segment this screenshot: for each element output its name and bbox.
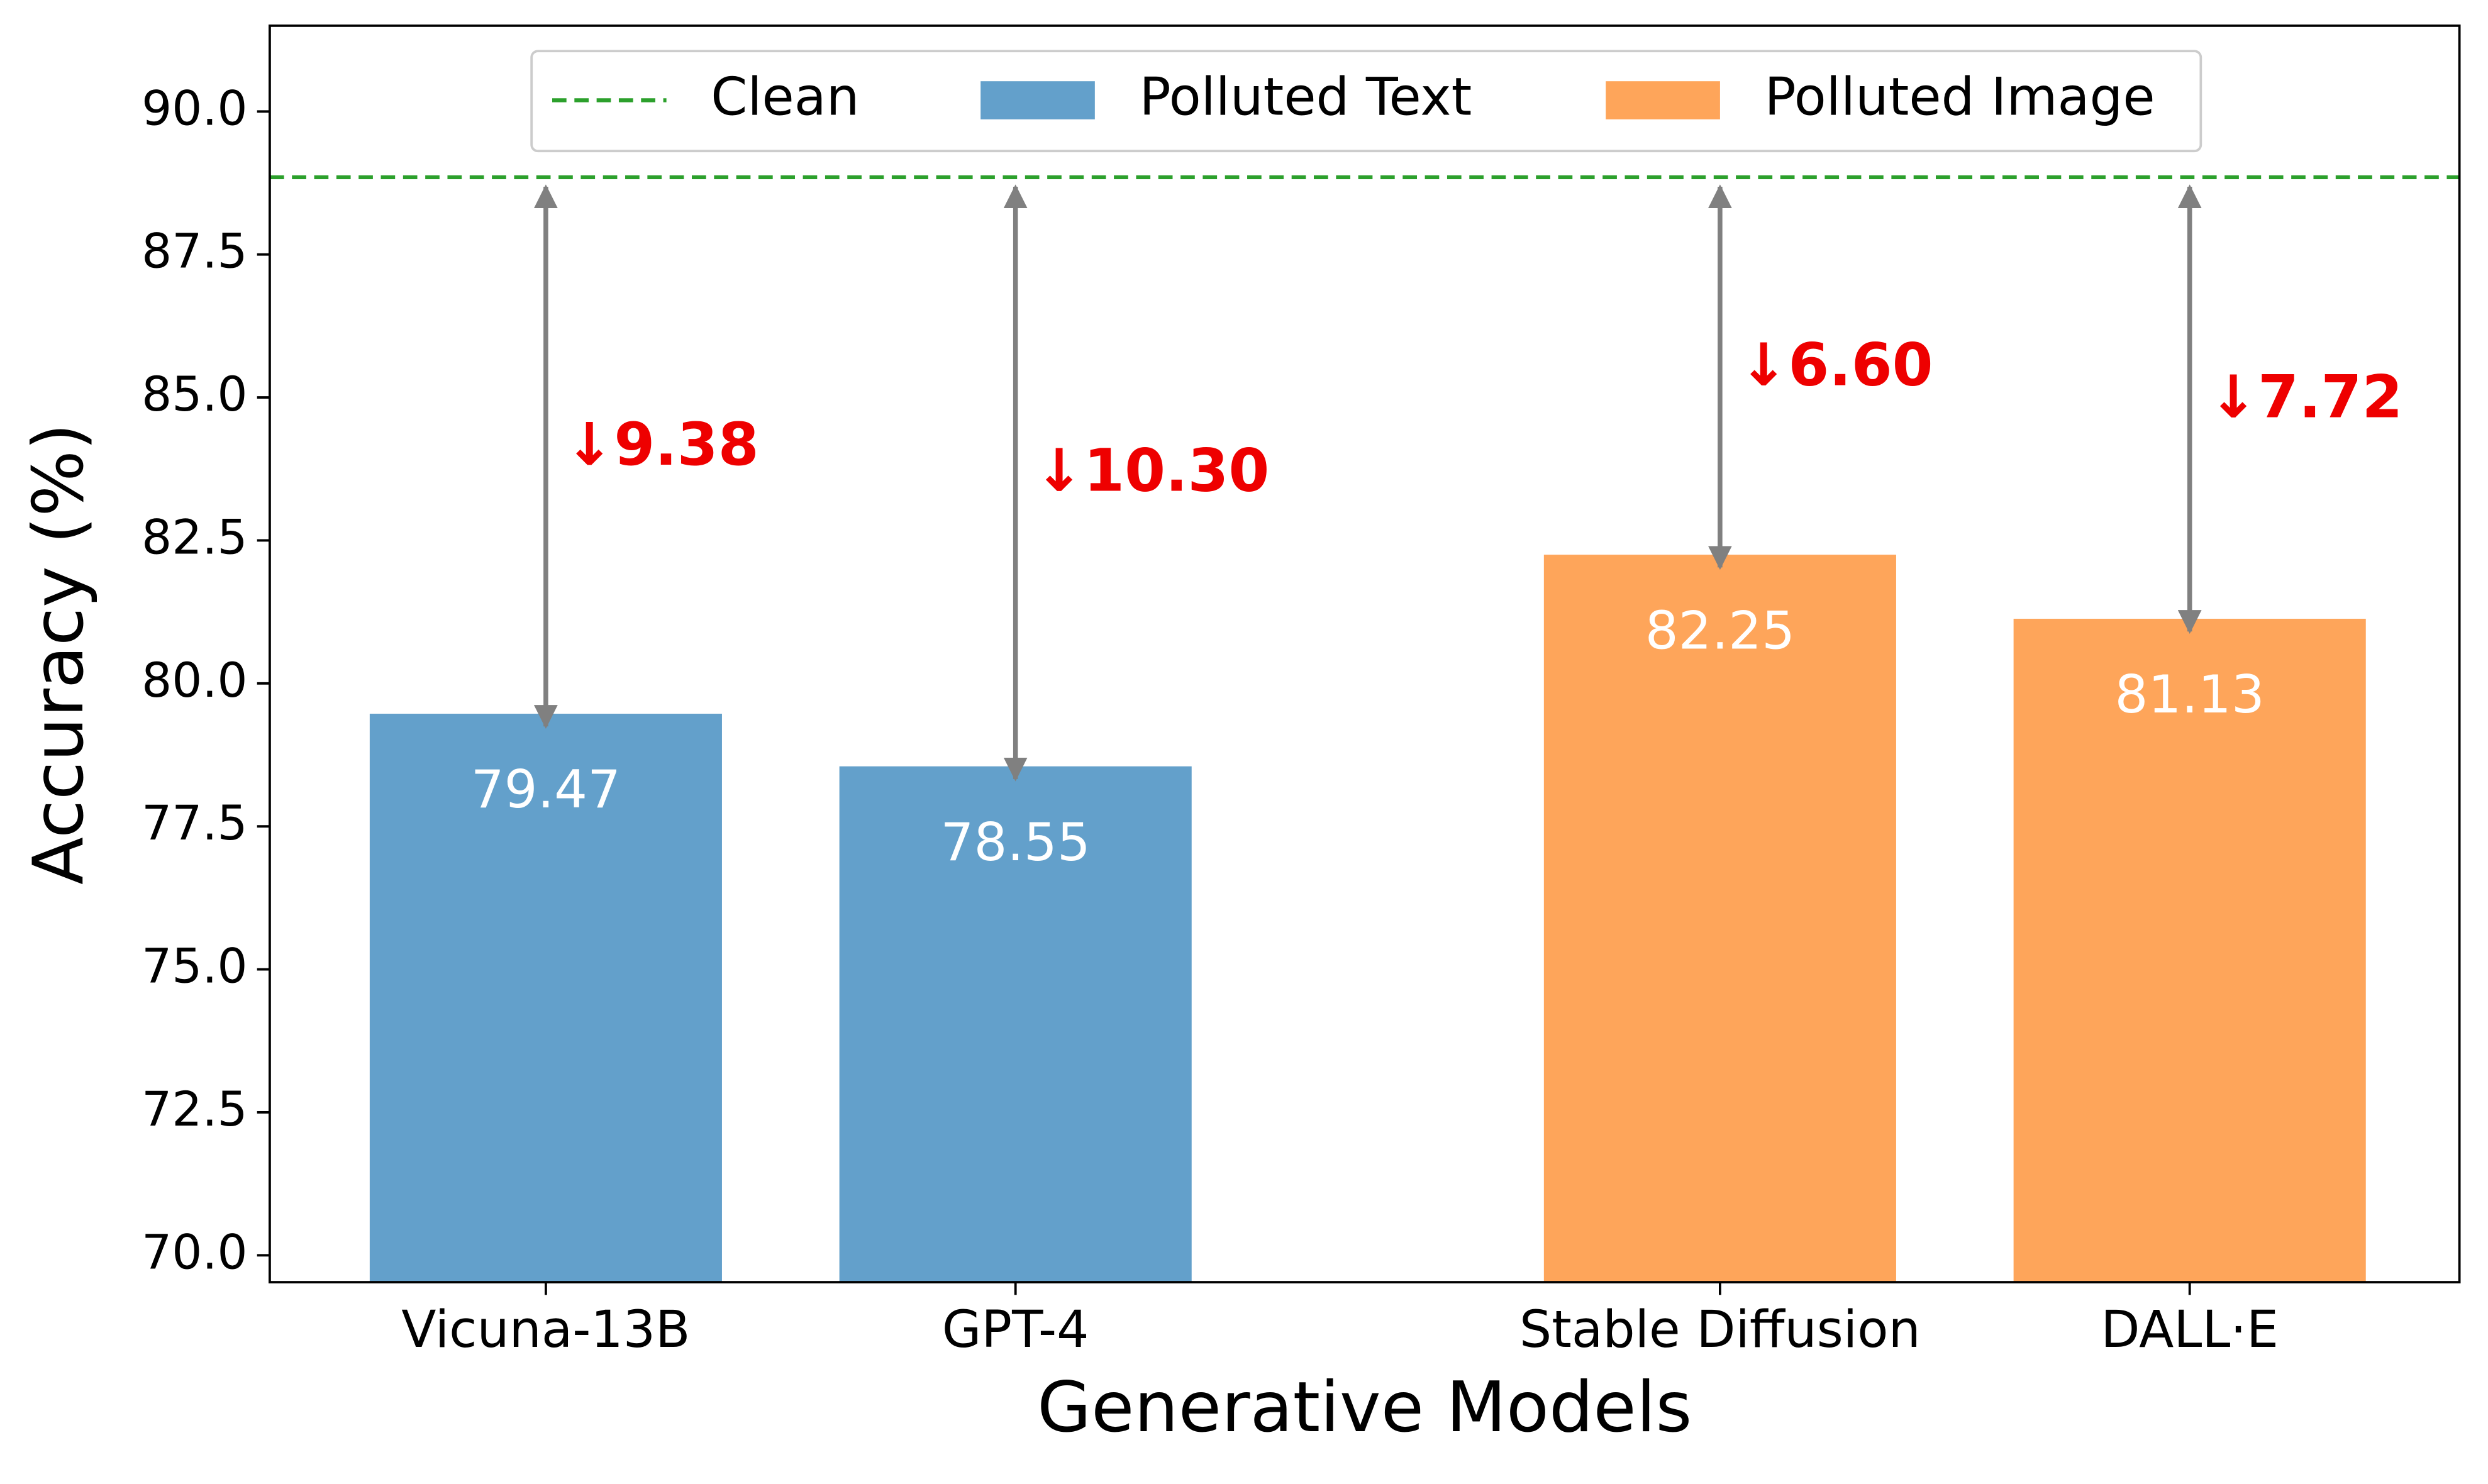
legend-label: Polluted Text xyxy=(1139,66,1472,127)
y-axis-label: Accuracy (%) xyxy=(18,423,99,885)
legend-swatch xyxy=(1606,81,1720,119)
y-tick-label: 87.5 xyxy=(142,224,248,279)
x-tick-label: GPT-4 xyxy=(942,1300,1089,1359)
x-axis-label: Generative Models xyxy=(1037,1367,1692,1448)
bar-value-label: 79.47 xyxy=(471,759,621,820)
drop-label: ↓6.60 xyxy=(1739,331,1933,399)
legend-box xyxy=(530,50,2202,153)
bar xyxy=(369,714,722,1283)
y-tick-label: 82.5 xyxy=(142,509,248,565)
drop-label: ↓10.30 xyxy=(1035,437,1269,506)
legend-label: Polluted Image xyxy=(1765,66,2155,127)
x-tick-label: Stable Diffusion xyxy=(1519,1300,1921,1359)
legend-swatch xyxy=(980,81,1095,119)
bar-value-label: 81.13 xyxy=(2115,664,2265,725)
drop-label: ↓9.38 xyxy=(565,411,758,479)
bar xyxy=(839,766,1192,1283)
legend-label: Clean xyxy=(711,66,859,127)
y-tick-label: 80.0 xyxy=(142,653,248,708)
drop-label: ↓7.72 xyxy=(2209,363,2402,431)
plot-frame xyxy=(269,24,2461,1283)
y-tick-label: 75.0 xyxy=(142,939,248,994)
x-tick-label: Vicuna-13B xyxy=(401,1300,690,1359)
y-tick-label: 90.0 xyxy=(142,80,248,136)
bar xyxy=(2013,619,2366,1283)
y-tick-label: 85.0 xyxy=(142,367,248,422)
y-tick-label: 72.5 xyxy=(142,1082,248,1137)
bar-value-label: 78.55 xyxy=(941,812,1091,873)
x-tick-label: DALL·E xyxy=(2101,1300,2279,1359)
y-tick-label: 77.5 xyxy=(142,795,248,851)
bar xyxy=(1543,555,1896,1283)
y-tick-label: 70.0 xyxy=(142,1224,248,1280)
bar-value-label: 82.25 xyxy=(1645,600,1795,661)
